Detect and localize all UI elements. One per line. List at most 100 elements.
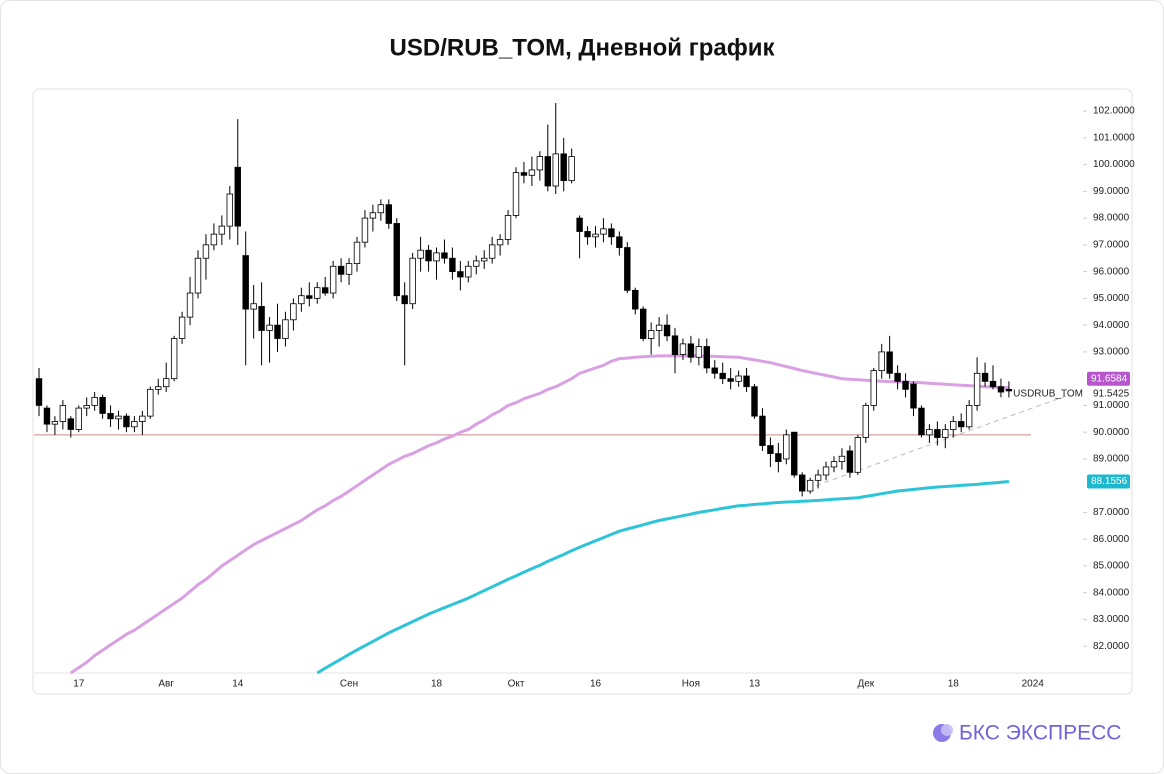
chart-panel (32, 88, 1133, 695)
candle-body (950, 421, 957, 430)
candle-body (194, 257, 202, 294)
candle-body (226, 193, 233, 227)
candle-body (989, 380, 997, 388)
candle-body (162, 378, 170, 388)
candle-body (854, 437, 862, 473)
candle-body (329, 265, 337, 294)
brand-name: БКС ЭКСПРЕСС (959, 722, 1121, 745)
y-tick-label: 102.0000 (1093, 106, 1135, 117)
moving-average-line (69, 354, 1009, 675)
y-tick-label: 97.0000 (1093, 240, 1130, 251)
y-tick-label: 82.0000 (1093, 641, 1130, 652)
candle-body (298, 295, 305, 305)
candle-body (568, 156, 575, 182)
candle-body (449, 257, 456, 273)
candle-body (640, 308, 647, 339)
candle-body (560, 153, 567, 182)
candle-body (512, 172, 520, 216)
candle-body (934, 429, 941, 438)
candle-body (846, 450, 854, 473)
candle-body (862, 405, 869, 438)
candle-body (767, 445, 774, 454)
candle-body (59, 405, 67, 422)
candle-body (274, 324, 281, 339)
candle-body (926, 429, 933, 436)
candle-body (425, 249, 432, 262)
candle-body (417, 249, 424, 259)
y-tick-label: 98.0000 (1093, 213, 1130, 224)
candle-body (528, 169, 536, 176)
x-tick-label: 16 (590, 679, 602, 690)
candle-body (504, 215, 512, 240)
candle-body (441, 252, 448, 259)
candle-body (544, 156, 551, 187)
y-tick-label: 96.0000 (1093, 266, 1130, 277)
candle-body (886, 351, 893, 374)
candle-body (830, 461, 838, 468)
candle-body (775, 453, 782, 463)
candle-body (791, 431, 798, 476)
candle-body (687, 343, 695, 358)
candle-body (178, 316, 186, 339)
candle-body (743, 375, 750, 388)
candle-body (616, 236, 623, 248)
x-tick-label: 13 (749, 679, 761, 690)
candle-body (67, 418, 74, 430)
candle-body (878, 351, 885, 372)
candle-body (655, 324, 663, 331)
candle-body (965, 405, 973, 428)
candle-body (242, 255, 249, 310)
x-tick-label: Авг (158, 679, 174, 690)
candle-body (266, 324, 273, 331)
candle-body (902, 380, 909, 390)
candle-body (814, 474, 822, 481)
candle-body (91, 396, 98, 406)
candle-body (306, 295, 313, 299)
candle-body (663, 324, 671, 337)
candle-body (958, 421, 965, 428)
candle-body (735, 375, 742, 382)
candle-body (1005, 388, 1013, 392)
price-label: 88.1556 (1091, 476, 1128, 487)
candle-body (584, 231, 591, 238)
x-tick-label: 17 (73, 679, 85, 690)
candle-body (679, 343, 687, 355)
y-tick-label: 86.0000 (1093, 534, 1130, 545)
y-tick-label: 94.0000 (1093, 320, 1130, 331)
candle-body (838, 455, 846, 463)
price-label: 91.5425 (1093, 389, 1130, 400)
candle-body (202, 244, 210, 259)
candle-body (894, 372, 901, 382)
candle-body (647, 330, 655, 339)
candle-body (480, 257, 488, 262)
moving-average-line (316, 480, 1010, 675)
y-tick-label: 84.0000 (1093, 587, 1130, 598)
candle-body (711, 367, 718, 374)
x-tick-label: 2024 (1022, 679, 1045, 690)
candle-body (465, 265, 472, 278)
candle-body (433, 252, 440, 262)
candle-body (822, 466, 830, 476)
candle-body (552, 153, 559, 187)
candle-body (719, 372, 726, 380)
x-tick-label: 14 (232, 679, 244, 690)
candle-body (973, 372, 981, 406)
candle-body (290, 303, 297, 321)
y-tick-label: 101.0000 (1093, 132, 1135, 143)
candle-body (314, 287, 321, 299)
candle-body (107, 413, 114, 420)
candle-body (799, 474, 806, 492)
brand-logo (933, 724, 953, 742)
y-tick-label: 89.0000 (1093, 454, 1130, 465)
candle-body (910, 383, 917, 409)
x-tick-label: Сен (340, 679, 358, 690)
candle-body (51, 421, 59, 425)
y-tick-label: 87.0000 (1093, 507, 1130, 518)
candle-body (997, 386, 1005, 393)
candle-body (75, 407, 82, 430)
candle-body (250, 303, 257, 310)
candle-body (99, 396, 106, 414)
candle-body (147, 388, 154, 417)
candle-body (624, 247, 631, 291)
